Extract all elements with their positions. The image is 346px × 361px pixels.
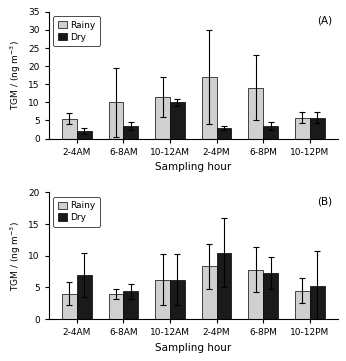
Bar <box>170 103 185 139</box>
Bar <box>62 119 77 139</box>
Bar <box>263 126 278 139</box>
X-axis label: Sampling hour: Sampling hour <box>155 162 231 172</box>
Text: (B): (B) <box>317 196 332 206</box>
Bar <box>202 266 217 319</box>
Bar <box>109 103 124 139</box>
Y-axis label: TGM / (ng m$^{-3}$): TGM / (ng m$^{-3}$) <box>8 40 23 110</box>
Bar <box>295 291 310 319</box>
Bar <box>109 294 124 319</box>
Bar <box>62 294 77 319</box>
Bar <box>263 273 278 319</box>
Text: (A): (A) <box>317 16 332 26</box>
Bar <box>248 270 263 319</box>
Bar <box>155 280 170 319</box>
Bar <box>155 97 170 139</box>
Legend: Rainy, Dry: Rainy, Dry <box>53 16 100 46</box>
Bar <box>77 275 92 319</box>
Bar <box>202 77 217 139</box>
Bar <box>170 280 185 319</box>
Y-axis label: TGM / (ng m$^{-3}$): TGM / (ng m$^{-3}$) <box>8 221 23 291</box>
Bar <box>248 88 263 139</box>
Bar <box>217 128 231 139</box>
Bar <box>124 291 138 319</box>
Bar <box>77 131 92 139</box>
Bar <box>124 126 138 139</box>
Bar <box>310 118 325 139</box>
X-axis label: Sampling hour: Sampling hour <box>155 343 231 353</box>
Bar <box>217 253 231 319</box>
Bar <box>310 286 325 319</box>
Legend: Rainy, Dry: Rainy, Dry <box>53 197 100 227</box>
Bar <box>295 118 310 139</box>
